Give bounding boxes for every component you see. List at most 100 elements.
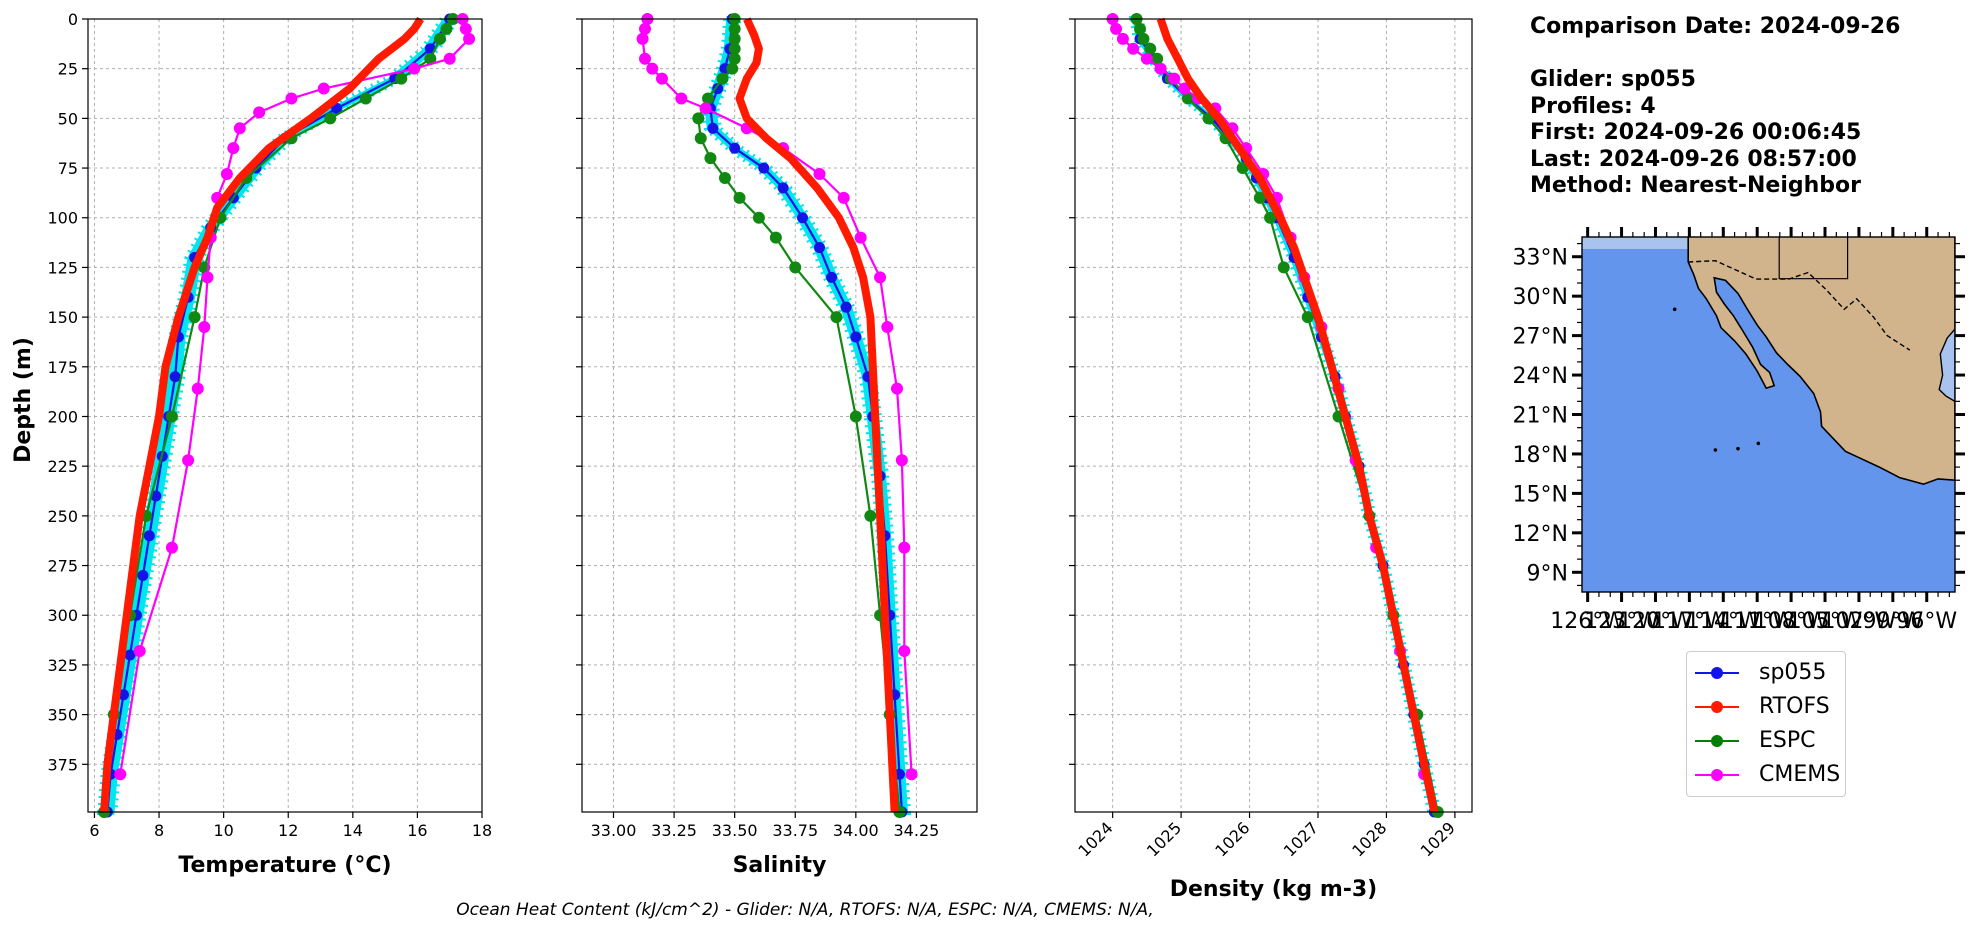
map-lat-label: 24°N [1513, 364, 1568, 389]
map-lon-label: 126°W [1550, 609, 1625, 634]
data-point-sp055 [712, 83, 724, 95]
map-island [1672, 307, 1677, 312]
x-tick-label: 33.50 [712, 821, 758, 840]
data-point-espc [395, 72, 408, 85]
y-tick-label: 325 [47, 656, 78, 675]
data-point-espc [440, 22, 453, 35]
info-comparison-date: Comparison Date: 2024-09-26 [1530, 14, 1901, 39]
data-point-espc [1264, 211, 1277, 224]
series-line-cmems [1111, 18, 1426, 775]
data-point-cmems [227, 142, 240, 155]
info-first: First: 2024-09-26 00:06:45 [1530, 120, 1862, 145]
legend-item-sp055: sp055 [1687, 658, 1845, 688]
data-point-cmems [1168, 72, 1181, 85]
legend-label: sp055 [1759, 660, 1827, 685]
data-point-espc [188, 311, 201, 324]
data-point-cmems [895, 454, 908, 467]
map-lon-label: 96°W [1896, 609, 1957, 634]
data-point-sp055 [143, 530, 155, 542]
legend-item-rtofs: RTOFS [1687, 692, 1845, 722]
info-last: Last: 2024-09-26 08:57:00 [1530, 146, 1857, 172]
x-tick-label: 33.75 [772, 821, 818, 840]
data-point-cmems [1178, 82, 1191, 95]
data-point-cmems [1110, 22, 1123, 35]
data-point-sp055 [797, 212, 809, 224]
data-point-cmems [898, 645, 911, 658]
legend-marker [1711, 769, 1723, 781]
data-point-cmems [1116, 32, 1129, 45]
map-land-mexico [1687, 237, 1955, 486]
data-point-cmems [854, 231, 867, 244]
data-point-sp055 [729, 142, 741, 154]
data-point-cmems [114, 768, 127, 781]
data-point-cmems [133, 645, 146, 658]
x-tick-label: 33.00 [591, 821, 637, 840]
series-line-sp055 [709, 18, 903, 813]
data-point-cmems [165, 541, 178, 554]
info-box: Comparison Date: 2024-09-26 Glider: sp05… [1530, 14, 1900, 200]
data-point-sp055 [169, 371, 181, 383]
data-point-cmems [646, 62, 659, 75]
x-axis-label: Salinity [733, 853, 827, 878]
data-point-espc [830, 311, 843, 324]
x-tick-label: 1026 [1211, 818, 1253, 860]
x-tick-label: 1028 [1348, 818, 1390, 860]
data-point-cmems [675, 92, 688, 105]
panel-0: 6 8 10 12 14 16 18 0 25 50 75 100 125 150 175 200 225 250… [47, 10, 492, 878]
map-lon-label: 102°W [1822, 609, 1897, 634]
data-point-sp055 [777, 182, 789, 194]
y-tick-label: 75 [58, 159, 78, 178]
glider-profile-envelope [1128, 15, 1443, 815]
map-lon-label: 99°W [1862, 609, 1923, 634]
data-point-cmems [233, 122, 246, 135]
location-map: 33°N 30°N 27°N 24°N 21°N 18°N 15°N 12°N 9°N 126°W… [1513, 227, 1965, 634]
footer-ohc: Ocean Heat Content (kJ/cm^2) - Glider: N… [456, 900, 1154, 920]
y-tick-label: 200 [47, 407, 78, 426]
series-line-rtofs [1156, 17, 1439, 813]
data-point-cmems [639, 22, 652, 35]
map-lon-label: 105°W [1788, 609, 1863, 634]
data-point-espc [849, 410, 862, 423]
legend: sp055 RTOFS ESPC CMEMS [1686, 651, 1846, 797]
x-tick-label: 8 [154, 821, 164, 840]
data-point-cmems [905, 768, 918, 781]
map-lat-label: 27°N [1513, 325, 1568, 350]
series-line-rtofs [735, 17, 899, 813]
data-point-cmems [636, 32, 649, 45]
data-point-cmems [253, 106, 266, 119]
x-tick-label: 34.25 [894, 821, 940, 840]
data-point-espc [1253, 191, 1266, 204]
data-point-espc [165, 410, 178, 423]
y-tick-label: 300 [47, 606, 78, 625]
data-point-sp055 [813, 242, 825, 254]
x-tick-label: 1027 [1280, 818, 1322, 860]
data-point-cmems [408, 62, 421, 75]
data-point-cmems [891, 382, 904, 395]
y-tick-label: 275 [47, 557, 78, 576]
panel-1: 33.00 33.25 33.50 33.75 34.00 34.25 Salinity [576, 13, 978, 878]
info-method: Method: Nearest-Neighbor [1530, 173, 1861, 198]
data-point-espc [324, 112, 337, 125]
x-axis-label: Density (kg m-3) [1170, 877, 1378, 902]
y-tick-label: 175 [47, 358, 78, 377]
data-point-espc [359, 92, 372, 105]
axes-frame [87, 18, 483, 813]
data-point-cmems [198, 321, 211, 334]
data-point-cmems [463, 32, 476, 45]
axes-frame [1074, 18, 1473, 813]
map-island [1713, 448, 1718, 452]
data-point-sp055 [758, 162, 770, 174]
data-point-cmems [881, 321, 894, 334]
x-tick-label: 34.00 [833, 821, 879, 840]
data-point-espc [769, 231, 782, 244]
data-point-cmems [1154, 62, 1167, 75]
map-lon-label: 108°W [1754, 609, 1829, 634]
data-point-espc [1301, 311, 1314, 324]
data-point-sp055 [137, 569, 149, 581]
data-point-espc [1134, 22, 1147, 35]
legend-marker [1711, 667, 1723, 679]
x-tick-label: 12 [278, 821, 298, 840]
data-point-espc [718, 171, 731, 184]
data-point-espc [1137, 32, 1150, 45]
data-point-espc [716, 72, 729, 85]
